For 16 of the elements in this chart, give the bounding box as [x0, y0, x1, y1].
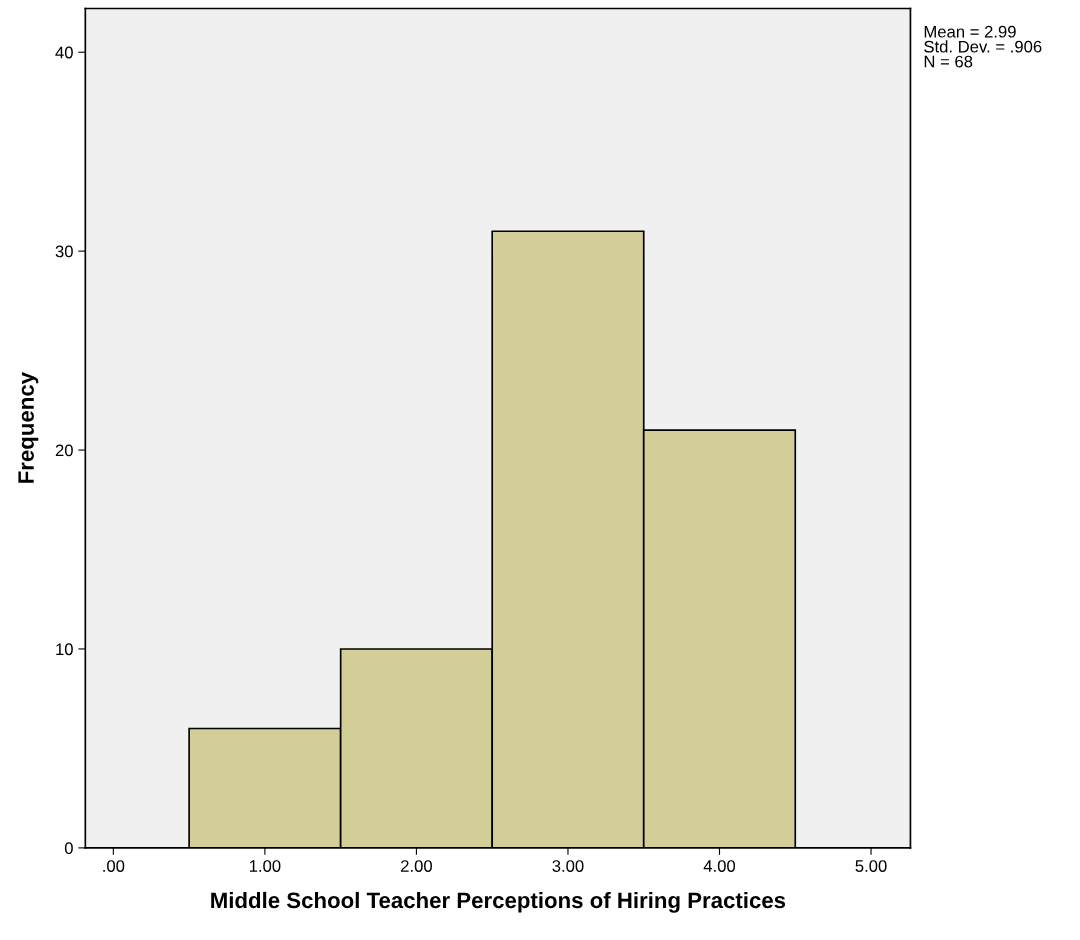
y-tick-label: 30: [55, 245, 73, 258]
text: N = 68: [924, 55, 973, 68]
y-tick-label: 10: [56, 643, 73, 656]
x-tick-label: 1.00: [249, 860, 281, 872]
x-tick-label: 3.00: [552, 860, 584, 872]
text: Mean = 2.99: [924, 25, 1016, 38]
x-tick-label: .00: [103, 860, 125, 872]
y-tick-label: 20: [55, 444, 73, 457]
y-tick-label: 40: [55, 46, 73, 59]
x-tick-label: 5.00: [855, 860, 887, 872]
y-tick-label: 0: [64, 842, 73, 855]
text: Std. Dev. = .906: [924, 40, 1042, 53]
x-tick-label: 2.00: [401, 860, 432, 872]
x-tick-label: 4.00: [703, 860, 736, 872]
y-axis-title: Frequency: [18, 372, 39, 483]
x-axis-title: Middle School Teacher Perceptions of Hiring Practices: [211, 891, 786, 913]
